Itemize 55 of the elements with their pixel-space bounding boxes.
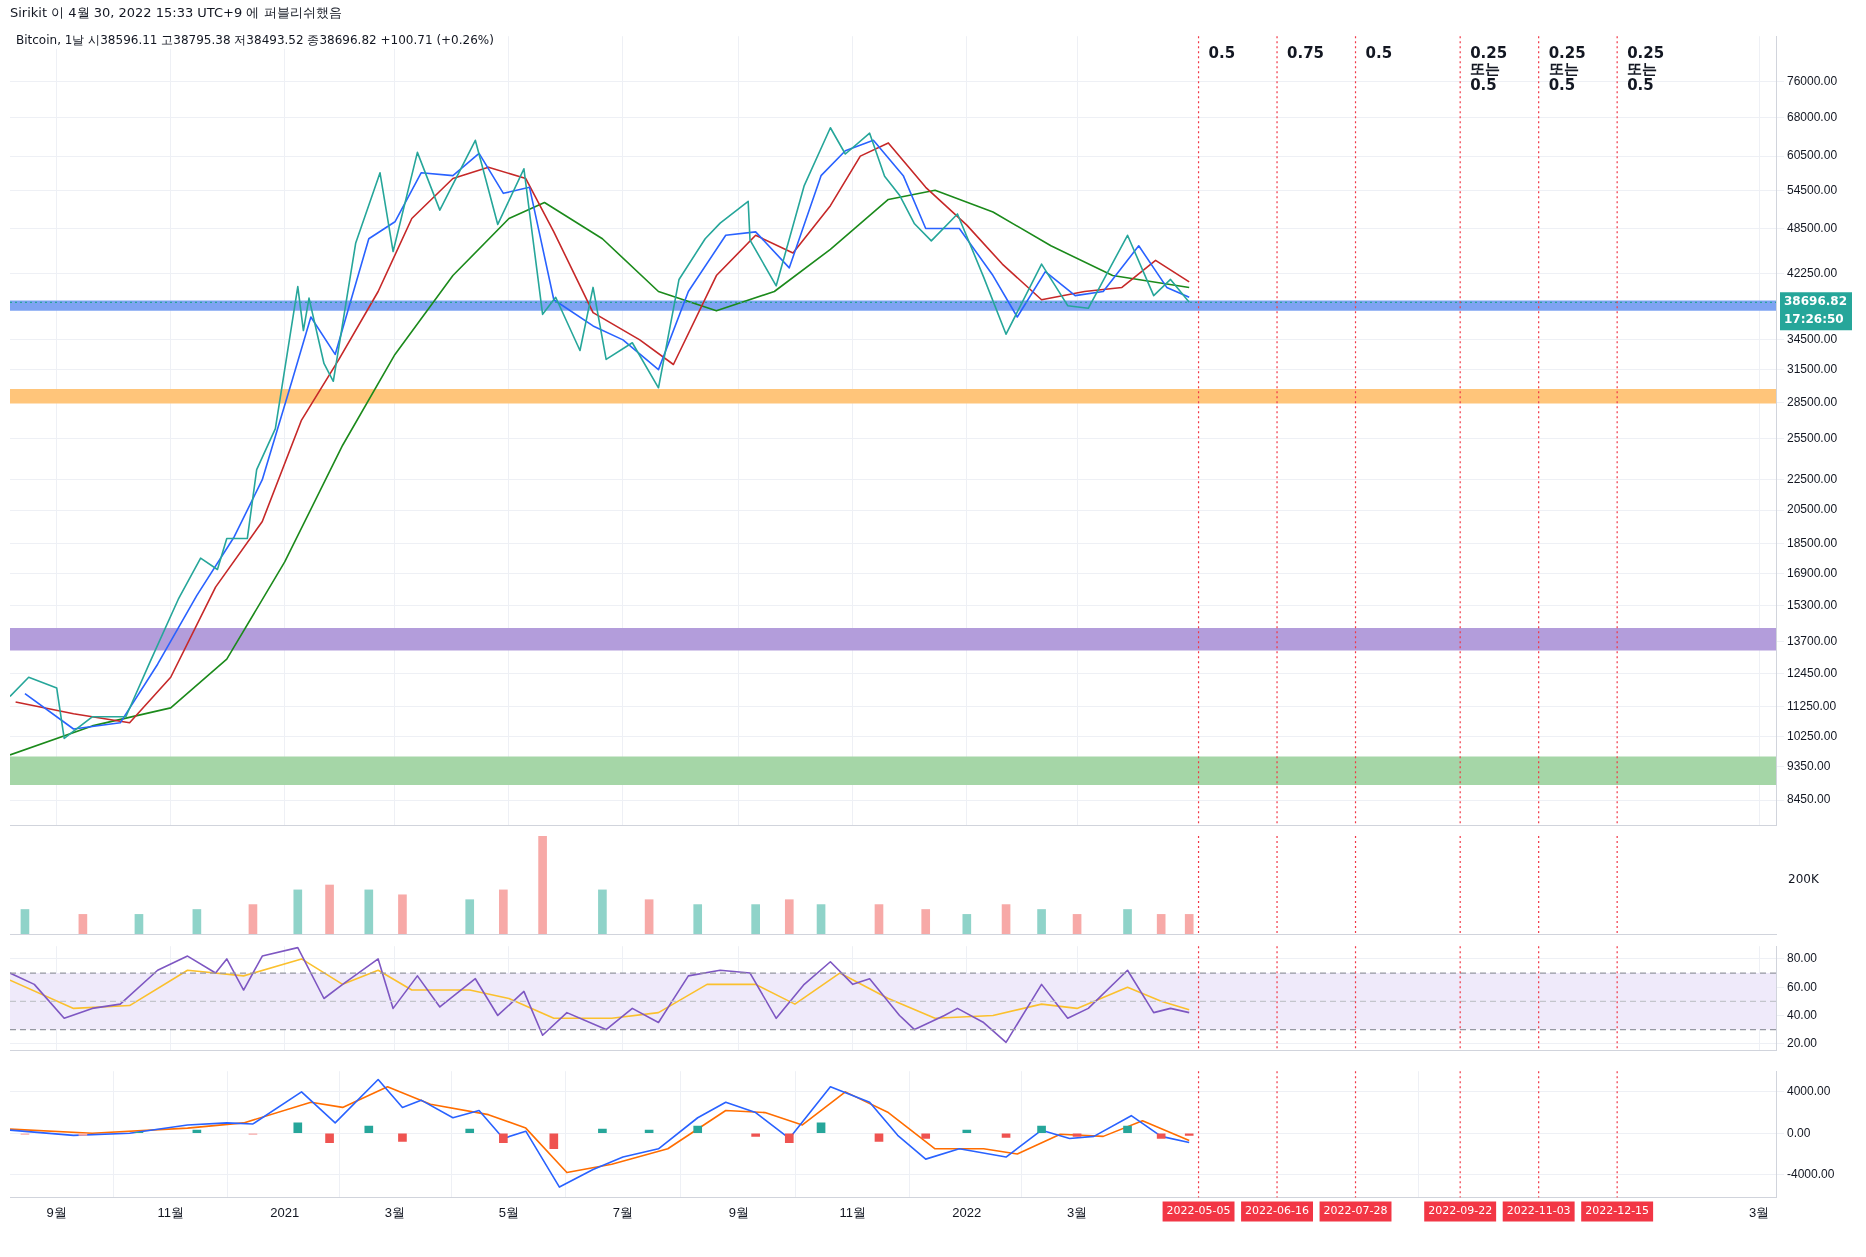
ref-line-label: 38696.82 17:26:50: [1784, 294, 1848, 327]
y-tick-label: 40.00: [1787, 1007, 1818, 1022]
y-tick-label: 9350.00: [1787, 759, 1831, 774]
annotation: 0.5: [1365, 43, 1393, 62]
annotation: 0.25 또는 0.5: [1470, 43, 1508, 94]
x-tick-label: 5월: [498, 1204, 520, 1220]
chart-subtitle: Bitcoin, 1날 시38596.11 고38795.38 저38493.52 종38696.82 +100.71 (+0.26%): [16, 32, 494, 49]
y-tick-label: 68000.00: [1787, 110, 1838, 125]
x-tick-label: 2022: [952, 1204, 982, 1220]
y-tick-label: -4000.00: [1787, 1166, 1835, 1181]
y-tick-label: 15300.00: [1787, 598, 1838, 613]
chart-title: Sirikit 이 4월 30, 2022 15:33 UTC+9 에 퍼블리쉬했음: [9, 4, 343, 22]
y-tick-label: 60500.00: [1787, 148, 1838, 163]
y-tick-label: 34500.00: [1787, 332, 1838, 347]
y-tick-label: 8450.00: [1787, 792, 1831, 807]
ref-line-label: 2022-11-03: [1506, 1204, 1571, 1218]
y-tick-label: 0.00: [1787, 1125, 1811, 1140]
x-tick-label: 2021: [270, 1204, 300, 1220]
ref-line-label: 2022-06-16: [1245, 1204, 1309, 1218]
y-tick-label: 16900.00: [1787, 565, 1838, 580]
x-tick-label: 3월: [384, 1204, 406, 1220]
y-tick-label: 18500.00: [1787, 536, 1838, 551]
annotation: 0.5: [1208, 43, 1236, 62]
y-tick-label: 22500.00: [1787, 472, 1838, 487]
y-tick-label: 76000.00: [1787, 73, 1838, 88]
x-tick-label: 9월: [728, 1204, 749, 1220]
y-tick-label: 11250.00: [1787, 698, 1837, 713]
y-tick-label: 13700.00: [1787, 634, 1838, 649]
y-tick-label: 48500.00: [1787, 220, 1838, 235]
y-tick-label: 54500.00: [1787, 182, 1838, 197]
y-tick-label: 60.00: [1787, 979, 1818, 994]
y-tick-label: 4000.00: [1787, 1084, 1831, 1099]
y-tick-label: 42250.00: [1787, 265, 1838, 280]
y-tick-label: 20.00: [1787, 1036, 1818, 1051]
ref-line-label: 2022-09-22: [1428, 1204, 1493, 1218]
x-tick-label: 7월: [612, 1204, 634, 1220]
annotation: 0.75: [1287, 43, 1325, 62]
x-tick-label: 3월: [1066, 1204, 1088, 1220]
x-tick-label: 3월: [1749, 1204, 1770, 1220]
ref-line-label: 2022-05-05: [1166, 1204, 1231, 1218]
ref-line-label: 2022-12-15: [1585, 1204, 1650, 1218]
annotation: 0.25 또는 0.5: [1627, 43, 1665, 94]
y-tick-label: 25500.00: [1787, 431, 1838, 446]
y-tick-label: 80.00: [1787, 951, 1818, 966]
x-tick-label: 11월: [157, 1204, 184, 1220]
x-tick-label: 9월: [46, 1204, 67, 1220]
y-tick-label: 28500.00: [1787, 394, 1838, 409]
x-tick-label: 11월: [839, 1204, 867, 1220]
y-tick-label: 10250.00: [1787, 729, 1838, 744]
y-tick-label: 20500.00: [1787, 502, 1838, 517]
y-tick-label: 31500.00: [1787, 361, 1838, 376]
annotation: 0.25 또는 0.5: [1548, 43, 1586, 94]
text: 200K: [1788, 872, 1820, 887]
ref-line-label: 2022-07-28: [1323, 1204, 1388, 1218]
y-tick-label: 12450.00: [1787, 665, 1838, 680]
